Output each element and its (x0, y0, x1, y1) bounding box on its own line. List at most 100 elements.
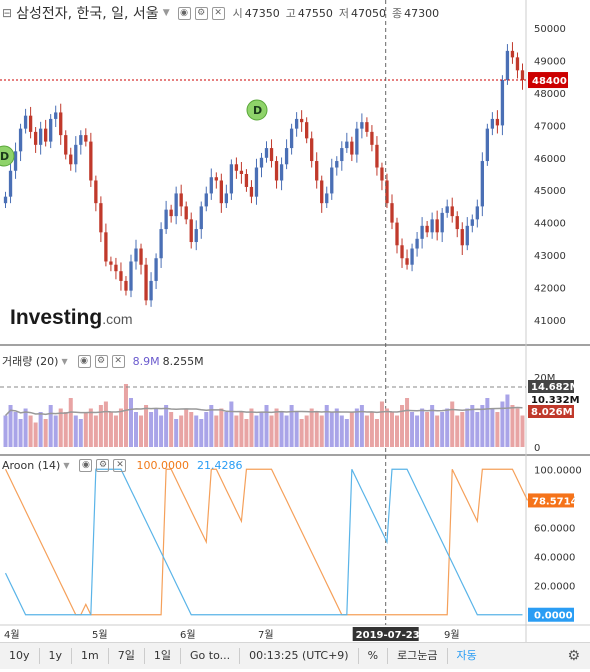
candle-body (23, 115, 28, 129)
candle-body (154, 258, 158, 281)
range-1d-button[interactable]: 1일 (153, 649, 171, 662)
candle-body (299, 118, 304, 123)
dropdown-icon[interactable]: ▼ (162, 8, 170, 18)
clock-time: 00:13:25 (UTC+9) (249, 649, 349, 662)
candle-body (445, 206, 449, 213)
volume-title: 거래량 (20) (2, 355, 59, 368)
volume-bar (425, 412, 430, 447)
aroon-close-icon[interactable]: ✕ (113, 459, 127, 472)
volume-bar (369, 412, 374, 447)
aroon-visibility-icon[interactable]: ◉ (79, 459, 93, 472)
volume-bar (254, 415, 259, 447)
candle-body (79, 135, 83, 145)
volume-bar (219, 408, 224, 447)
range-10y-button[interactable]: 10y (9, 649, 30, 662)
range-1m-button[interactable]: 1m (81, 649, 99, 662)
time-tick-label: 9월 (444, 629, 460, 641)
volume-bar (184, 408, 189, 447)
volume-bar (294, 412, 299, 447)
candle-body (109, 261, 113, 265)
volume-bar (139, 415, 144, 447)
candle-body (360, 122, 364, 129)
volume-tick-label: 0 (534, 443, 540, 454)
aroon-up-line (4, 468, 529, 616)
goto-button[interactable]: Go to... (190, 649, 231, 662)
candle-body (54, 112, 58, 119)
volume-bar (98, 405, 103, 447)
volume-bar (264, 405, 269, 447)
volume-dropdown-icon[interactable]: ▼ (61, 356, 68, 366)
percent-toggle[interactable]: % (367, 649, 379, 662)
candle-body (28, 115, 33, 132)
candle-body (279, 164, 284, 181)
settings-gear-icon[interactable]: ⚙ (567, 648, 580, 664)
bottom-toolbar: 10y 1y 1m 7일 1일 Go to... 00:13:25 (UTC+9… (0, 642, 590, 669)
candle-body (335, 161, 339, 168)
visibility-icon[interactable]: ◉ (177, 6, 191, 20)
auto-scale-toggle[interactable]: 자동 (456, 649, 477, 662)
candle-body (365, 122, 369, 132)
volume-bar (108, 412, 113, 447)
range-7d-button[interactable]: 7일 (117, 649, 135, 662)
price-tick-label: 47000 (534, 121, 566, 132)
candle-body (254, 167, 259, 197)
close-icon[interactable]: ✕ (211, 6, 225, 20)
range-1y-button[interactable]: 1y (48, 649, 63, 662)
volume-bar (465, 408, 470, 447)
aroon-pane-label: Aroon (14) ▼ ◉ ⚙ ✕ 100.0000 21.4286 (2, 459, 242, 472)
volume-value-2: 8.255M (162, 354, 204, 368)
candle-body (164, 209, 168, 230)
volume-bar (269, 415, 274, 447)
volume-bar (8, 405, 13, 447)
candle-body (3, 196, 8, 204)
volume-bar (359, 405, 364, 447)
candle-body (94, 180, 98, 204)
volume-bar (314, 412, 319, 447)
volume-bar (284, 415, 289, 447)
volume-bar (13, 412, 18, 447)
candle-body (64, 135, 68, 155)
volume-bar (455, 415, 460, 447)
volume-marker-label: 10.332M (531, 395, 580, 406)
volume-gear-icon[interactable]: ⚙ (94, 354, 108, 368)
volume-bar (505, 394, 510, 447)
candle-body (18, 128, 23, 152)
aroon-gear-icon[interactable]: ⚙ (96, 459, 110, 472)
price-tick-label: 43000 (534, 251, 566, 262)
volume-visibility-icon[interactable]: ◉ (77, 354, 91, 368)
log-scale-toggle[interactable]: 로그눈금 (397, 649, 438, 662)
candle-body (450, 206, 454, 217)
collapse-icon[interactable]: ⊟ (2, 6, 13, 20)
candle-body (139, 248, 143, 265)
volume-bar (279, 412, 284, 447)
candle-body (249, 186, 254, 197)
aroon-tick-label: 100.0000 (534, 465, 582, 476)
candle-body (289, 128, 294, 149)
gear-icon[interactable]: ⚙ (194, 6, 208, 20)
low-value: 저 47050 (338, 7, 386, 20)
volume-bar (23, 408, 28, 447)
volume-close-icon[interactable]: ✕ (111, 354, 125, 368)
volume-bar (214, 415, 219, 447)
candle-body (33, 131, 38, 145)
candle-body (515, 57, 520, 71)
aroon-up-tag (528, 493, 574, 508)
candle-body (274, 161, 279, 181)
volume-bar (144, 405, 149, 447)
volume-bar (440, 412, 445, 447)
candle-body (199, 206, 203, 230)
volume-bar (490, 408, 495, 447)
candle-body (390, 203, 394, 223)
volume-bar (435, 415, 440, 447)
candle-body (425, 225, 429, 233)
candle-body (520, 70, 525, 81)
candle-body (264, 148, 269, 158)
volume-bar (73, 415, 78, 447)
aroon-dropdown-icon[interactable]: ▼ (63, 461, 70, 470)
candle-body (149, 280, 153, 301)
aroon-down-tag (528, 607, 574, 622)
candle-body (229, 164, 234, 194)
volume-bar (38, 412, 43, 447)
